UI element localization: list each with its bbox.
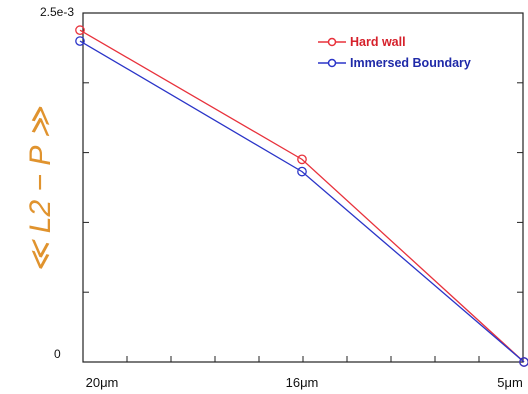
series-group [75,25,528,367]
y-tick-label-top: 2.5e-3 [40,5,74,19]
data-point-immersed-boundary [75,36,85,46]
x-tick-label: 16μm [286,375,319,390]
y-axis-label: ≪ L2 − P ≫ [24,106,57,273]
x-tick-labels: 20μm 16μm 5μm [86,375,523,390]
series-line-immersed-boundary [79,40,525,363]
legend-marker-immersed-boundary [327,58,337,68]
y-tick-label-bottom: 0 [54,347,61,361]
data-point-hard-wall [75,25,85,36]
data-point-immersed-boundary [297,166,307,177]
x-tick-label: 5μm [497,375,523,390]
data-point-immersed-boundary [519,357,528,367]
legend-marker-hard-wall [327,37,337,47]
legend-label-hard-wall: Hard wall [350,35,406,49]
series-line-hard-wall [79,29,525,363]
legend-label-immersed-boundary: Immersed Boundary [350,56,471,70]
x-tick-label: 20μm [86,375,119,390]
legend: Hard wall Immersed Boundary [318,35,471,70]
axis-ticks [83,82,523,362]
data-point-hard-wall [297,154,307,165]
